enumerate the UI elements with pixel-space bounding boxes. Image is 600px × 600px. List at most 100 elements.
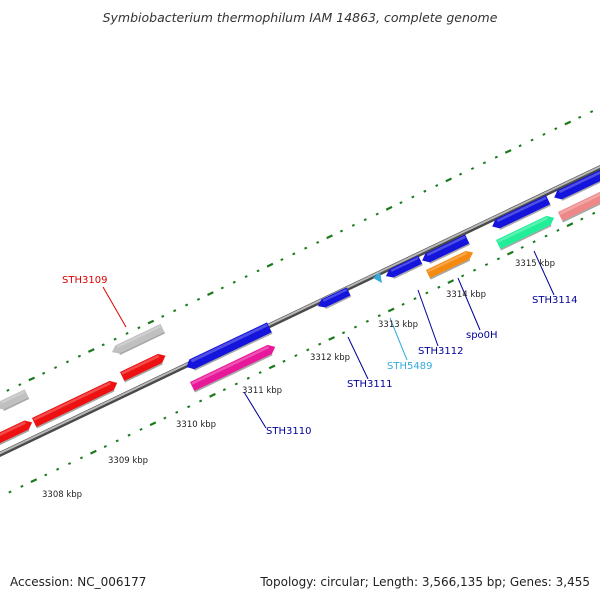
gene-feature-blue-sth3114-shadow [499, 204, 551, 230]
genome-backbone [0, 165, 600, 457]
outer-tick [411, 195, 415, 199]
inner-tick [209, 392, 216, 398]
gene-feature-salmon [558, 191, 600, 221]
outer-tick [363, 218, 367, 222]
outer-tick [266, 262, 274, 268]
outer-tick [339, 229, 344, 233]
inner-tick [556, 228, 560, 232]
gene-feature-blue-sth3114-highlight [496, 196, 547, 223]
gene-feature-blue-right [554, 170, 600, 200]
inner-tick [506, 250, 514, 256]
gene-leader-line [417, 289, 439, 347]
inner-tick [520, 245, 524, 249]
gene-label: STH5489 [387, 361, 432, 372]
gene-feature-grey-left [0, 389, 29, 410]
gene-feature-teal-shadow [500, 224, 552, 251]
gene-feature-sth3109-upper-highlight [33, 381, 112, 421]
outer-tick [316, 240, 320, 244]
gene-label-leaders [102, 250, 555, 429]
gene-leader-line [347, 336, 369, 380]
inner-tick [115, 439, 119, 443]
gene-feature-grey-left-highlight [0, 390, 26, 404]
gene-feature-pink [190, 344, 276, 391]
outer-tick [399, 201, 403, 205]
inner-tick [30, 478, 38, 483]
gene-labels: STH3109 STH3110 STH3111 STH5489 STH3112spo0H… [62, 275, 577, 437]
gene-leader-line [457, 277, 481, 331]
gene-feature-teal [496, 215, 555, 249]
gene-feature-blue-right-highlight [558, 171, 600, 194]
gene-feature-blue-1-highlight [190, 323, 268, 363]
outer-tick [435, 184, 439, 188]
inner-tick [341, 331, 346, 335]
tick-label: 3309 kbp [108, 456, 148, 466]
outer-tick [184, 303, 189, 307]
inner-tick [532, 240, 536, 244]
gene-feature-sth3111 [317, 287, 351, 308]
inner-tick [20, 484, 24, 488]
gene-feature-red-left-shadow [0, 429, 30, 446]
gene-feature-pink-shadow [194, 354, 273, 393]
outer-tick [326, 234, 333, 240]
gene-feature-blue-spo0h-highlight [426, 235, 466, 257]
inner-tick [580, 217, 584, 221]
inner-tick [413, 297, 417, 301]
inner-tick [282, 359, 286, 363]
gene-feature-sth3112-upper-highlight [390, 257, 419, 272]
outer-tick [173, 309, 177, 313]
gene-label: STH3110 [266, 426, 311, 437]
inner-tick [8, 490, 12, 494]
outer-tick [578, 115, 582, 119]
gene-feature-grey-shadow [119, 332, 166, 355]
inner-tick [566, 222, 574, 228]
gene-label: STH3111 [347, 379, 392, 390]
outer-tick [385, 205, 393, 211]
gene-leader-line [102, 286, 127, 328]
gene-feature-red-small [120, 353, 166, 381]
inner-tick [175, 410, 179, 414]
gene-leader-line [243, 391, 267, 429]
gene-feature-sth3111-highlight [322, 288, 348, 302]
gene-feature-grey-left-shadow [3, 397, 30, 411]
outer-tick [28, 376, 36, 382]
gene-feature-sth3109-upper-shadow [36, 390, 115, 429]
inner-tick [496, 257, 501, 261]
outer-tick [232, 280, 236, 284]
outer-tick [77, 354, 82, 358]
gene-feature-blue-spo0h-shadow [429, 243, 471, 264]
inner-tick [294, 354, 298, 358]
inner-tick [187, 405, 191, 409]
inner-tick-marks [8, 211, 596, 494]
tick-label: 3312 kbp [310, 353, 350, 363]
inner-tick [246, 376, 250, 380]
inner-tick [56, 467, 60, 471]
outer-tick [256, 269, 260, 273]
outer-tick [220, 286, 224, 290]
inner-tick [67, 462, 72, 466]
gene-feature-sth3112-upper-shadow [393, 263, 423, 279]
inner-tick [387, 307, 395, 313]
outer-tick [504, 149, 512, 154]
outer-tick [18, 383, 22, 387]
inner-tick [222, 388, 227, 392]
inner-tick [484, 263, 489, 267]
inner-tick [592, 211, 596, 215]
gene-feature-blue-right-shadow [561, 181, 600, 201]
gene-feature-red-left-highlight [0, 421, 26, 437]
outer-tick [445, 177, 452, 183]
inner-tick [103, 445, 107, 448]
inner-tick [306, 348, 310, 352]
outer-tick [564, 120, 572, 126]
outer-tick [351, 223, 355, 227]
outer-tick [113, 337, 117, 341]
tick-label: 3313 kbp [378, 320, 418, 330]
gene-label: STH3114 [532, 295, 577, 306]
inner-tick [127, 433, 131, 437]
outer-tick [280, 258, 284, 262]
gene-feature-pink-highlight [191, 345, 270, 385]
tick-label: 3310 kbp [176, 420, 216, 430]
gene-label: STH3112 [418, 346, 463, 357]
outer-tick-marks [6, 110, 594, 392]
